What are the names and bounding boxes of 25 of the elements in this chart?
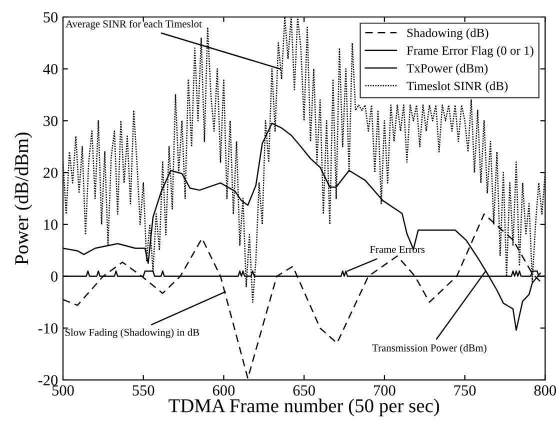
x-axis-title: TDMA Frame number (50 per sec) [168,398,440,416]
legend-label: Frame Error Flag (0 or 1) [406,46,534,58]
annotation: Transmission Power (dBm) [372,344,486,354]
x-tick-label: 500 [52,385,74,396]
legend-label: Shadowing (dB) [407,28,488,40]
annotation: Average SINR for each Timeslot [66,20,202,30]
y-tick-label: 10 [44,220,58,230]
legend-label: TxPower (dBm) [406,64,488,76]
y-tick-label: 0 [51,271,58,282]
x-tick-label: 600 [212,385,235,396]
y-tick-label: -10 [38,323,58,334]
y-axis-title: Power (dB/dBm) [14,132,32,265]
legend-label: Timeslot SINR (dB) [406,81,508,93]
annotation: Slow Fading (Shadowing) in dB [65,328,200,338]
y-tick-label: 30 [44,116,58,126]
y-tick-label: -20 [38,375,58,386]
x-tick-label: 550 [132,385,154,396]
y-tick-label: 50 [44,12,58,22]
x-tick-label: 700 [374,385,396,396]
annotation: Frame Errors [370,246,425,253]
x-tick-label: 750 [454,385,476,396]
x-tick-label: 800 [534,385,556,396]
x-tick-label: 650 [293,385,315,396]
y-tick-label: 20 [44,168,58,178]
y-tick-label: 40 [43,64,58,74]
